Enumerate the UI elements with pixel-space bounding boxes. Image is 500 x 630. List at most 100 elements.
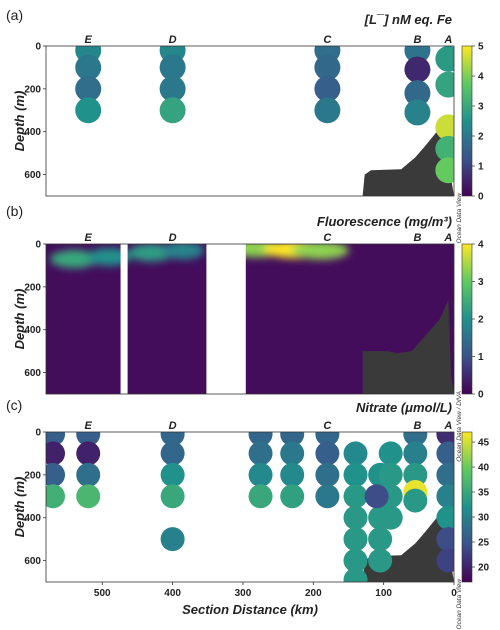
y-tick-label: 0 [35, 42, 41, 53]
x-tick-label: 0 [451, 588, 457, 599]
sample-point [314, 97, 341, 124]
station-label: C [323, 34, 332, 46]
sample-point [343, 462, 368, 487]
sample-point [435, 71, 454, 98]
colorbar-tick-label: 40 [478, 463, 490, 474]
colorbar [461, 45, 473, 197]
colorbar-tick-label: 3 [478, 102, 484, 113]
station-label: C [323, 232, 332, 244]
colorbar [461, 243, 473, 395]
colorbar-tick-label: 2 [478, 315, 484, 326]
y-tick-label: 600 [24, 170, 41, 181]
sample-point [436, 548, 454, 573]
y-axis-label: Depth (m) [12, 91, 27, 152]
sample-point [343, 567, 368, 582]
sample-point [76, 441, 101, 466]
colorbar-tick-label: 1 [478, 352, 484, 363]
plot-content [75, 46, 454, 196]
plot-content [50, 244, 454, 394]
sample-point [403, 462, 428, 487]
y-tick-label: 600 [24, 368, 41, 379]
sample-point [76, 432, 101, 447]
x-tick-label: 300 [235, 588, 252, 599]
station-label: E [85, 34, 93, 46]
colorbar-tick-label: 5 [478, 42, 484, 53]
sample-point [436, 484, 454, 509]
panel-a: 0 200 400 600 Depth (m) E D C B A (a) [L¯] nM eq. F… [6, 7, 484, 243]
sample-point [160, 527, 185, 552]
sample-point [403, 441, 428, 466]
sample-point [160, 432, 185, 447]
colorbar-tick-label: 4 [478, 240, 484, 251]
station-label: B [413, 232, 421, 244]
colorbar-tick-label: 3 [478, 277, 484, 288]
y-tick-label: 400 [24, 127, 41, 138]
x-tick-label: 100 [375, 588, 392, 599]
sample-point [160, 484, 185, 509]
y-axis-label: Depth (m) [12, 289, 27, 350]
sample-point [404, 80, 431, 107]
colorbar-tick-label: 4 [478, 72, 484, 83]
y-tick-label: 0 [35, 240, 41, 251]
seafloor-bathymetry [362, 299, 454, 394]
station-label: B [413, 34, 421, 46]
sample-point [280, 432, 305, 447]
sample-point [315, 462, 340, 487]
plot-content [46, 432, 454, 582]
colorbar-tick-label: 30 [478, 513, 490, 524]
y-tick-label: 400 [24, 513, 41, 524]
sample-point [76, 484, 101, 509]
colorbar-tick-label: 2 [478, 132, 484, 143]
colorbar [461, 431, 473, 583]
station-label: D [169, 34, 177, 46]
y-tick-label: 400 [24, 325, 41, 336]
y-tick-label: 200 [24, 84, 41, 95]
sample-point [403, 488, 428, 513]
sample-point [46, 462, 66, 487]
plot-frame [45, 45, 455, 197]
station-label: B [413, 420, 421, 432]
sample-point [435, 157, 454, 184]
x-axis-label: Section Distance (km) [182, 602, 318, 617]
panel-c: 0 200 400 600 500 400 300 200 100 0 Section Distan… [6, 397, 490, 629]
sample-point [404, 56, 431, 83]
sample-point [248, 441, 273, 466]
station-label: D [169, 420, 177, 432]
field-feature [291, 244, 349, 260]
station-label: E [85, 420, 93, 432]
data-gap [120, 244, 128, 394]
panel-title: Fluorescence (mg/m³) [317, 214, 452, 229]
station-label: A [443, 232, 452, 244]
sample-point [280, 462, 305, 487]
plot-frame [45, 243, 455, 395]
colorbar-tick-label: 45 [478, 438, 490, 449]
station-label: C [323, 420, 332, 432]
panel-label: (c) [6, 397, 22, 413]
sample-point [343, 441, 368, 466]
sample-point [159, 97, 186, 124]
sample-point [75, 75, 102, 102]
sample-point [280, 484, 305, 509]
sample-point [378, 505, 403, 530]
sample-point [159, 54, 186, 81]
sample-point [159, 75, 186, 102]
field-feature [50, 250, 99, 268]
colorbar-tick-label: 0 [478, 192, 484, 203]
sample-point [378, 441, 403, 466]
x-tick-label: 200 [305, 588, 322, 599]
sample-point [435, 114, 454, 141]
sample-point [436, 505, 454, 530]
station-label: A [443, 34, 452, 46]
panel-label: (b) [6, 203, 23, 219]
sample-point [314, 75, 341, 102]
sample-point [46, 484, 66, 509]
sample-point [248, 432, 273, 447]
watermark: Ocean Data View [456, 578, 463, 630]
station-label: E [85, 232, 93, 244]
plot-frame [45, 431, 455, 583]
seafloor-bathymetry [362, 127, 454, 196]
sample-point [343, 548, 368, 573]
sample-point [378, 462, 403, 487]
